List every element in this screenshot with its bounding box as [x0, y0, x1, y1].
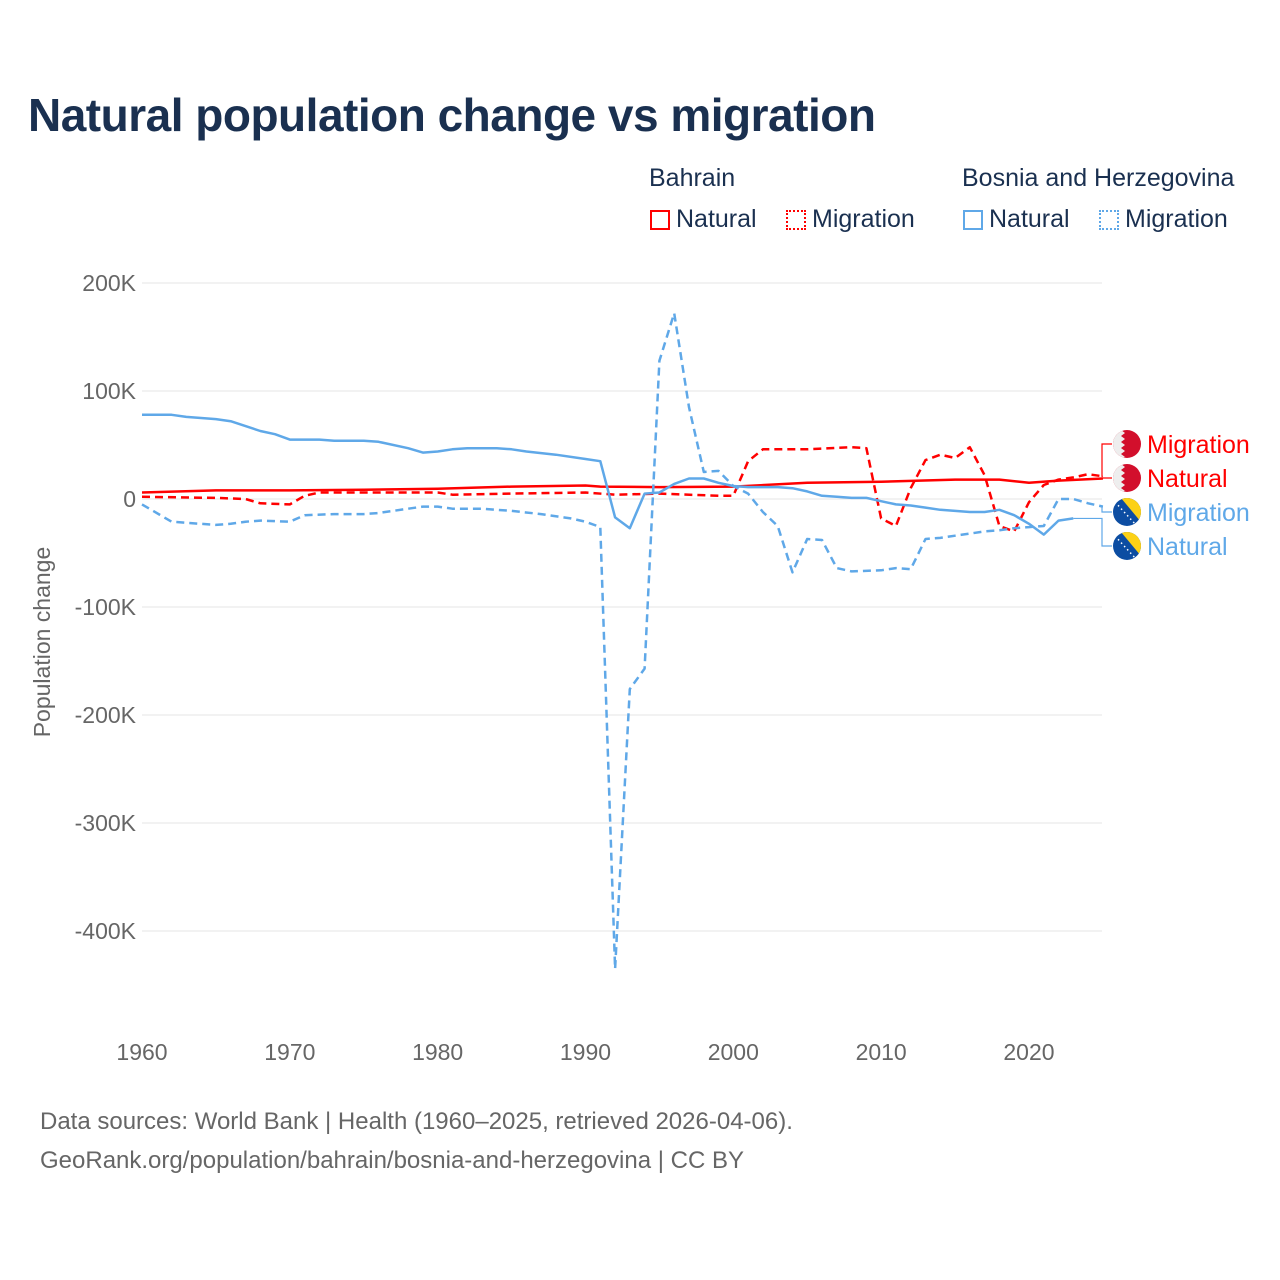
bosnia-flag-icon [1113, 532, 1141, 560]
y-tick-label: -200K [75, 702, 137, 728]
legend-swatch-dotted [786, 209, 806, 230]
x-tick-label: 2010 [856, 1039, 907, 1065]
legend-label: Migration [812, 205, 915, 233]
x-tick-label: 2020 [1003, 1039, 1054, 1065]
series-line-bahrain-migration[interactable] [141, 445, 1104, 533]
x-tick-label: 2000 [708, 1039, 759, 1065]
chart-title: Natural population change vs migration [28, 89, 876, 141]
y-tick-label: -400K [75, 918, 137, 944]
end-label-connector [1073, 517, 1112, 547]
y-tick-label: 100K [82, 378, 136, 404]
x-tick-label: 1990 [560, 1039, 611, 1065]
legend-label: Migration [1125, 205, 1228, 233]
legend-swatch-solid [650, 209, 670, 230]
bahrain-flag-icon [1113, 464, 1141, 492]
series-line-bosnia-and-herzegovina-natural[interactable] [142, 413, 1074, 536]
y-tick-label: 200K [82, 270, 136, 296]
legend-label: Natural [676, 205, 757, 233]
y-tick-label: -100K [75, 594, 137, 620]
footer-sources: Data sources: World Bank | Health (1960–… [40, 1108, 793, 1135]
x-tick-label: 1980 [412, 1039, 463, 1065]
end-label: Natural [1147, 465, 1228, 493]
series-line-bahrain-natural[interactable] [141, 477, 1103, 494]
legend-swatch-solid [963, 209, 983, 230]
end-label-connector [1101, 505, 1112, 513]
footer-url[interactable]: GeoRank.org/population/bahrain/bosnia-an… [40, 1147, 745, 1174]
y-tick-label: -300K [75, 810, 137, 836]
legend-label: Natural [989, 205, 1070, 233]
end-label: Migration [1147, 499, 1250, 527]
legend-swatch-dotted [1099, 209, 1119, 230]
legend-group-bahrain: Bahrain [649, 164, 736, 192]
x-tick-label: 1960 [116, 1039, 167, 1065]
x-tick-label: 1970 [264, 1039, 315, 1065]
legend-group-bosnia: Bosnia and Herzegovina [962, 164, 1235, 192]
y-tick-label: 0 [123, 486, 136, 512]
end-label: Migration [1147, 431, 1250, 459]
legend-bosnia-natural[interactable]: Natural [963, 205, 1070, 234]
bosnia-flag-icon [1113, 498, 1141, 526]
bahrain-flag-icon [1113, 430, 1141, 458]
legend-bahrain-migration[interactable]: Migration [786, 205, 915, 234]
legend-bosnia-migration[interactable]: Migration [1099, 205, 1228, 234]
series-line-bosnia-and-herzegovina-migration[interactable] [141, 311, 1104, 971]
end-label: Natural [1147, 533, 1228, 561]
y-axis-label: Population change [29, 547, 55, 738]
legend-bahrain-natural[interactable]: Natural [650, 205, 757, 234]
end-label-connector [1101, 443, 1112, 477]
